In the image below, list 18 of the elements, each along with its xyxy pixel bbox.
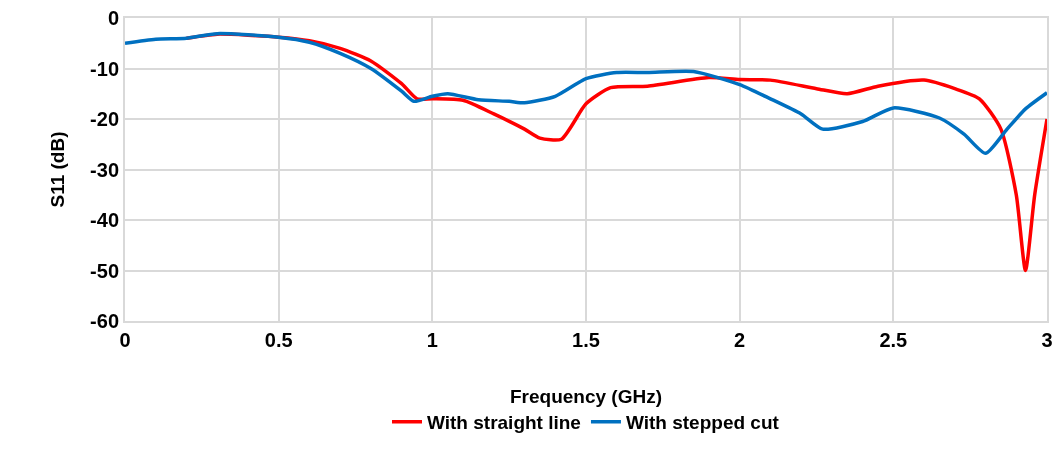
y-tick-label: -50 [90,259,119,282]
legend-label: With stepped cut [625,412,780,434]
x-tick-label: 2 [734,329,746,351]
y-tick-label: -60 [90,310,119,332]
y-axis-title: S11 (dB) [47,131,69,208]
y-tick-label: -40 [90,209,119,231]
x-tick-label: 3 [1041,329,1053,351]
y-tick-label: -20 [90,108,119,130]
x-tick-label: 1 [426,329,438,351]
x-tick-label: 0.5 [264,329,293,351]
x-tick-label: 2.5 [879,329,908,351]
y-tick-label: -30 [90,158,119,181]
y-tick-label: 0 [107,7,119,29]
x-tick-label: 1.5 [572,329,600,351]
line-series [125,31,1047,156]
x-axis-title: Frequency (GHz) [509,386,663,408]
legend-label: With straight line [427,412,581,434]
y-tick-label: -10 [90,57,119,80]
